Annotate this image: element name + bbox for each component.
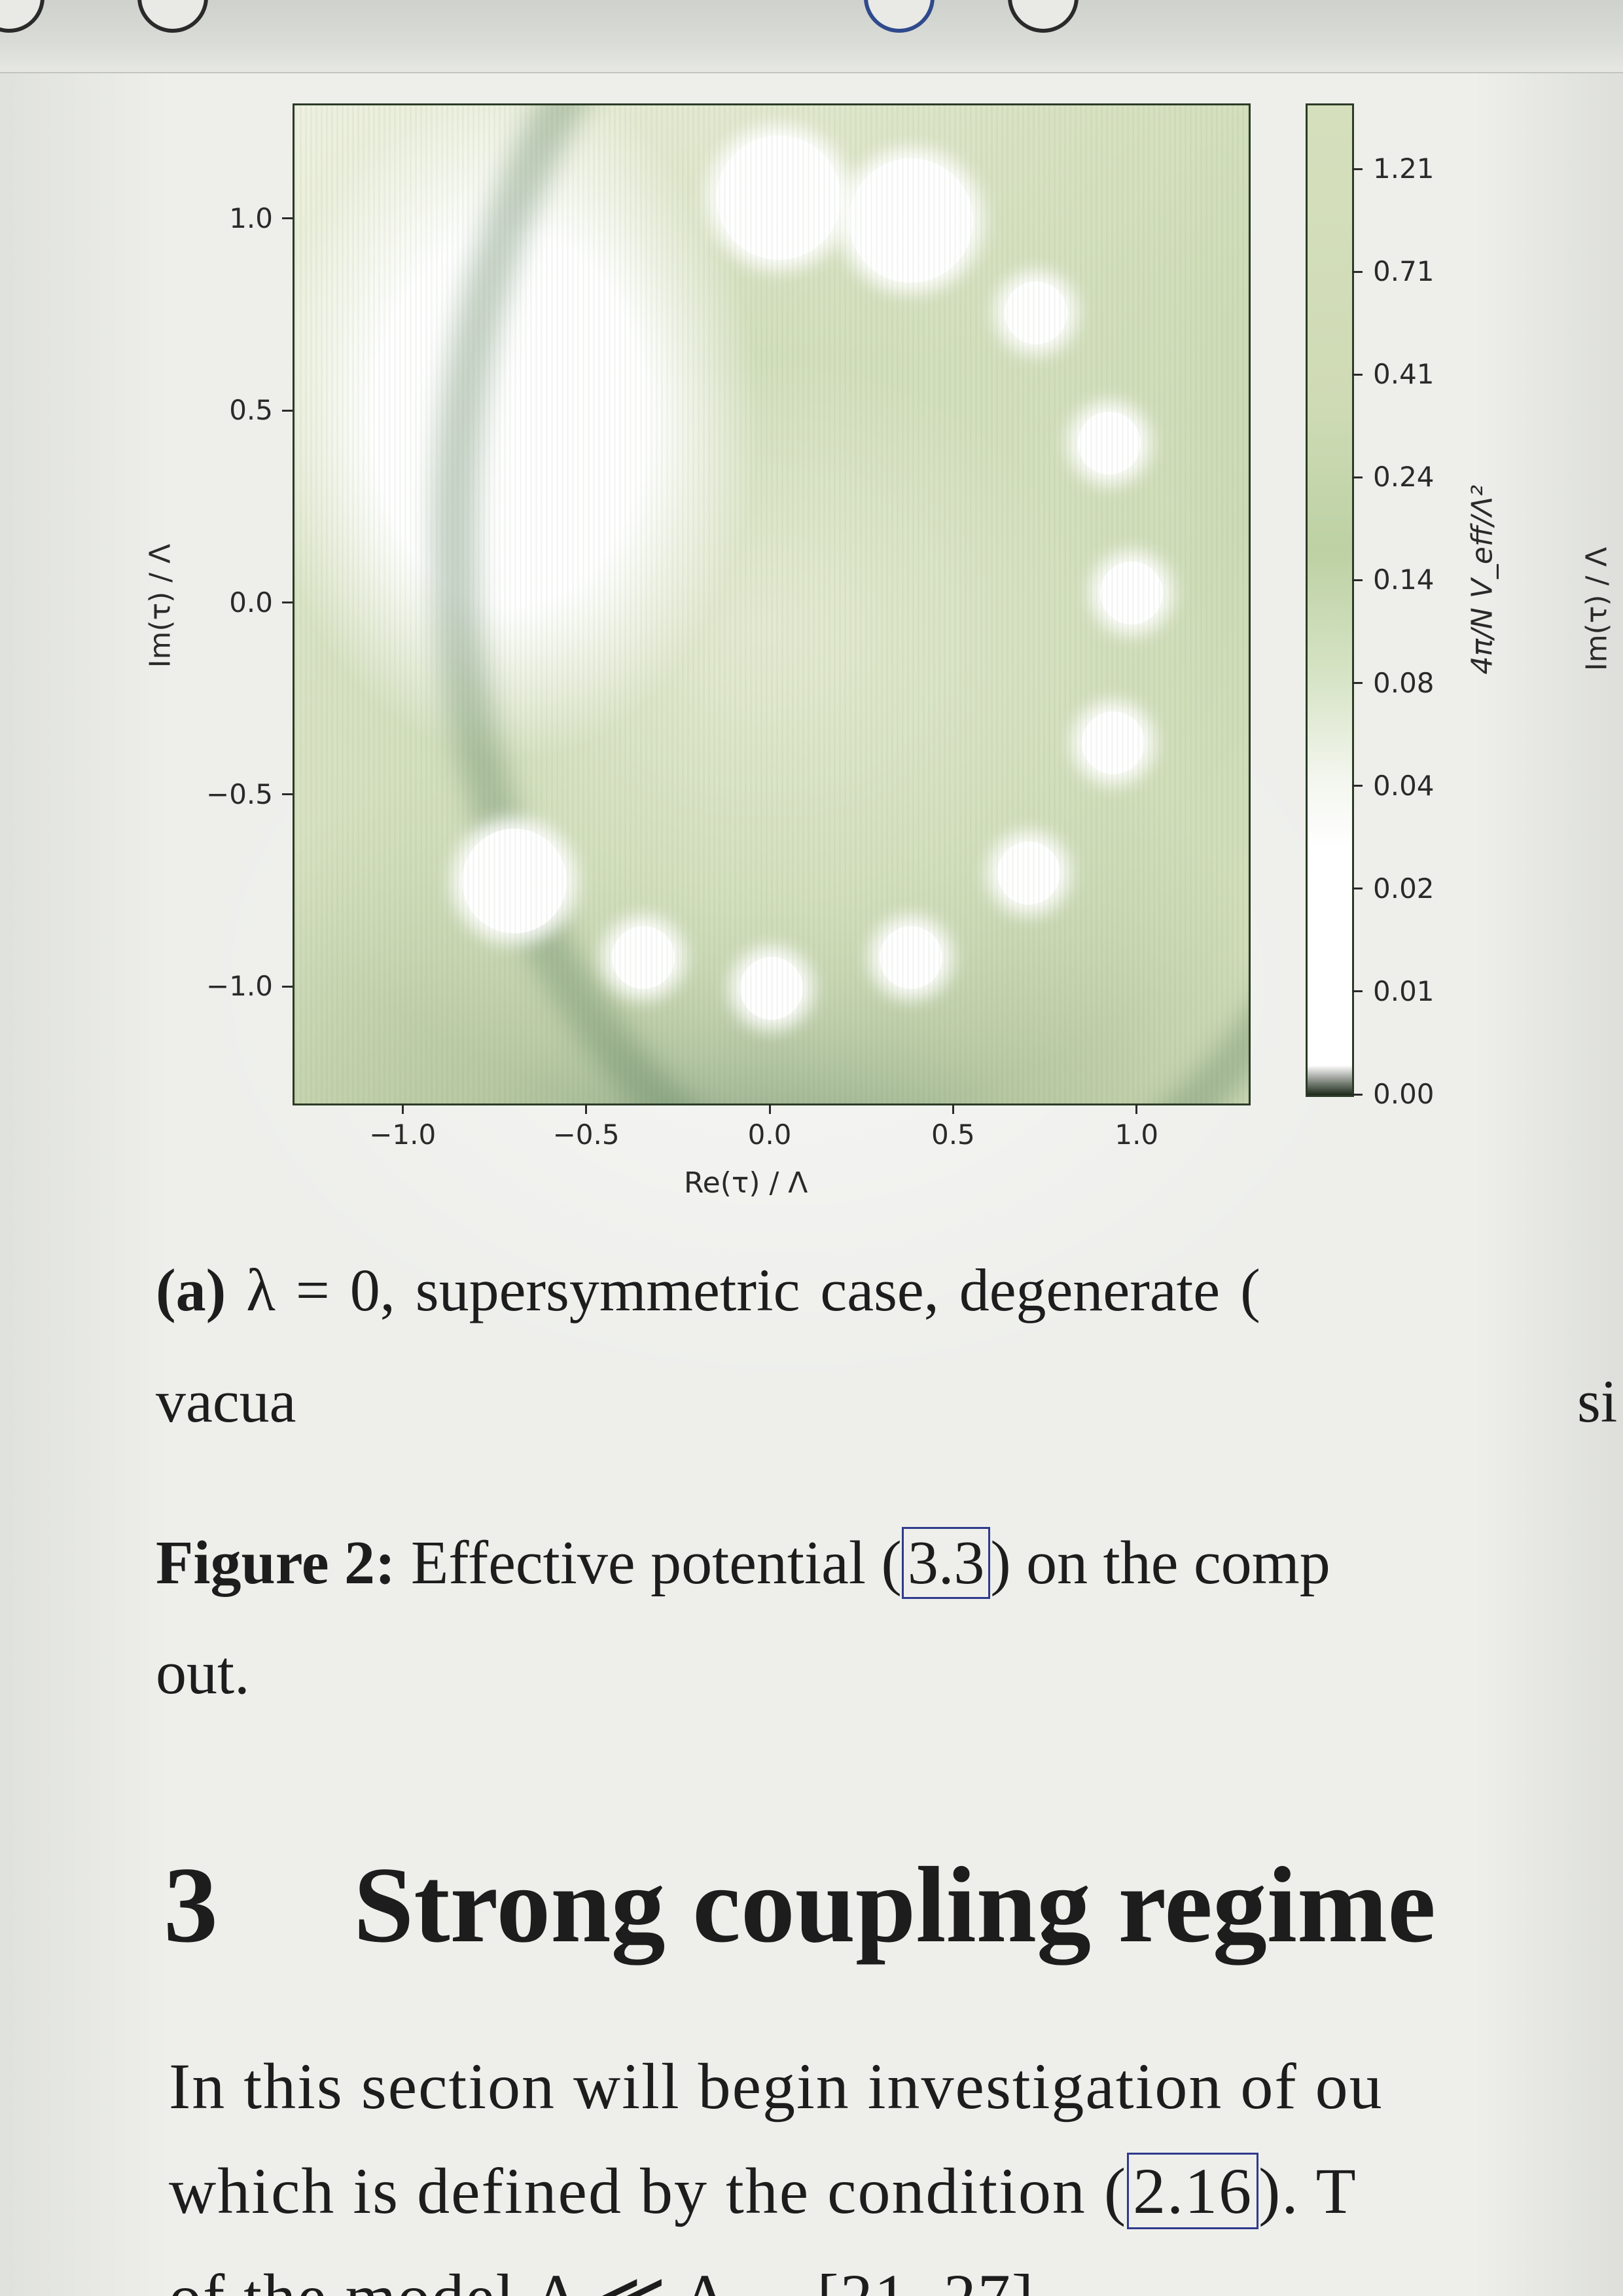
subfigure-b-caption-fragment: si <box>1577 1368 1618 1435</box>
figure-caption: Figure 2: Effective potential (3.3) on t… <box>156 1527 1330 1599</box>
subfigure-a-caption-line2: vacua <box>156 1368 296 1435</box>
vacuum-minimum-marker <box>1077 412 1141 475</box>
y-tick-mark <box>282 409 293 412</box>
x-axis-label: Re(τ) / Λ <box>684 1166 808 1200</box>
x-tick-label: −1.0 <box>369 1119 437 1151</box>
colorbar-tick-mark <box>1352 990 1363 993</box>
figure-caption-text-2: ) on the comp <box>990 1529 1330 1597</box>
colorbar-tick-mark <box>1352 270 1363 273</box>
body-text-line: In this section will begin investigation… <box>169 2050 1383 2123</box>
subfigure-a-text: λ = 0, supersymmetric case, degenerate ( <box>246 1257 1260 1323</box>
vacuum-minimum-marker <box>880 926 943 990</box>
colorbar-tick-mark <box>1352 785 1363 787</box>
vacuum-minimum-marker <box>1004 281 1067 344</box>
colorbar-tick-label: 0.24 <box>1373 461 1435 493</box>
y-tick-mark <box>282 601 293 603</box>
colorbar-tick-mark <box>1352 682 1363 685</box>
toolbar-button-icon[interactable] <box>137 0 208 33</box>
colorbar-tick-label: 0.02 <box>1373 872 1435 905</box>
x-tick-label: 0.0 <box>747 1119 792 1151</box>
colorbar-label: 4π/N V_eff/Λ² <box>1465 484 1499 675</box>
y-axis-label: Im(τ) / Λ <box>143 543 177 668</box>
toolbar-button-icon[interactable] <box>864 0 935 33</box>
y-tick-label: −1.0 <box>206 970 273 1003</box>
figure-caption-line2: out. <box>156 1639 250 1707</box>
x-tick-label: 1.0 <box>1115 1119 1159 1151</box>
vacuum-minimum-marker <box>740 957 803 1020</box>
colorbar-tick-mark <box>1352 888 1363 890</box>
colorbar-tick-label: 0.71 <box>1373 255 1435 288</box>
subfigure-a-label: (a) <box>156 1257 226 1323</box>
vacuum-minimum-marker <box>1099 561 1163 624</box>
section-heading: 3 Strong coupling regime <box>164 1842 1436 1967</box>
toolbar-button-icon[interactable] <box>0 0 45 33</box>
body-text: which is defined by the condition ( <box>169 2155 1128 2227</box>
body-text: ). T <box>1258 2155 1357 2227</box>
section-number: 3 <box>164 1844 218 1965</box>
vacuum-minimum-marker <box>849 158 974 283</box>
colorbar-tick-label: 1.21 <box>1373 152 1435 185</box>
colorbar-tick-label: 0.01 <box>1373 975 1435 1007</box>
equation-ref-link[interactable]: 2.16 <box>1127 2153 1259 2229</box>
vacuum-minimum-marker <box>611 926 675 990</box>
figure-label: Figure 2: <box>156 1529 396 1597</box>
colorbar-tick-label: 0.04 <box>1373 769 1435 802</box>
body-text-line: of the model Λ ≪ Λ ... [21, 27] <box>169 2258 1035 2296</box>
section-title: Strong coupling regime <box>353 1844 1436 1965</box>
y-tick-mark <box>282 985 293 988</box>
viewer-toolbar <box>0 0 1623 73</box>
y-tick-mark <box>282 217 293 220</box>
x-tick-label: −0.5 <box>552 1119 620 1151</box>
toolbar-button-icon[interactable] <box>1008 0 1079 33</box>
colorbar-tick-mark <box>1352 476 1363 478</box>
colorbar <box>1306 103 1354 1097</box>
right-panel-y-axis-label: Im(τ) / Λ <box>1580 547 1614 672</box>
y-tick-mark <box>282 793 293 796</box>
potential-ridge <box>432 105 1249 1103</box>
y-tick-label: 0.5 <box>229 394 273 427</box>
x-tick-mark <box>1135 1103 1138 1114</box>
colorbar-tick-mark <box>1352 579 1363 581</box>
body-text-line: which is defined by the condition (2.16)… <box>169 2153 1357 2229</box>
colorbar-tick-label: 0.00 <box>1373 1078 1435 1110</box>
x-tick-label: 0.5 <box>931 1119 975 1151</box>
vacuum-minimum-marker <box>1081 711 1145 774</box>
colorbar-tick-label: 0.08 <box>1373 666 1435 699</box>
effective-potential-heatmap <box>293 103 1251 1105</box>
y-tick-label: 1.0 <box>229 202 273 234</box>
colorbar-tick-mark <box>1352 168 1363 170</box>
vacuum-minimum-marker <box>997 842 1060 905</box>
vacuum-minimum-marker <box>717 135 842 260</box>
colorbar-tick-mark <box>1352 373 1363 376</box>
subfigure-a-caption: (a) λ = 0, supersymmetric case, degenera… <box>156 1255 1260 1325</box>
colorbar-tick-label: 0.14 <box>1373 564 1435 596</box>
y-tick-label: −0.5 <box>206 778 273 810</box>
x-tick-mark <box>585 1103 588 1114</box>
colorbar-tick-label: 0.41 <box>1373 358 1435 391</box>
x-tick-mark <box>952 1103 954 1114</box>
y-tick-label: 0.0 <box>229 586 273 619</box>
x-tick-mark <box>401 1103 404 1114</box>
vacuum-minimum-marker <box>462 828 567 933</box>
colorbar-tick-mark <box>1352 1093 1363 1096</box>
equation-ref-link[interactable]: 3.3 <box>901 1527 991 1599</box>
figure-caption-text: Effective potential ( <box>410 1529 902 1597</box>
x-tick-mark <box>768 1103 771 1114</box>
